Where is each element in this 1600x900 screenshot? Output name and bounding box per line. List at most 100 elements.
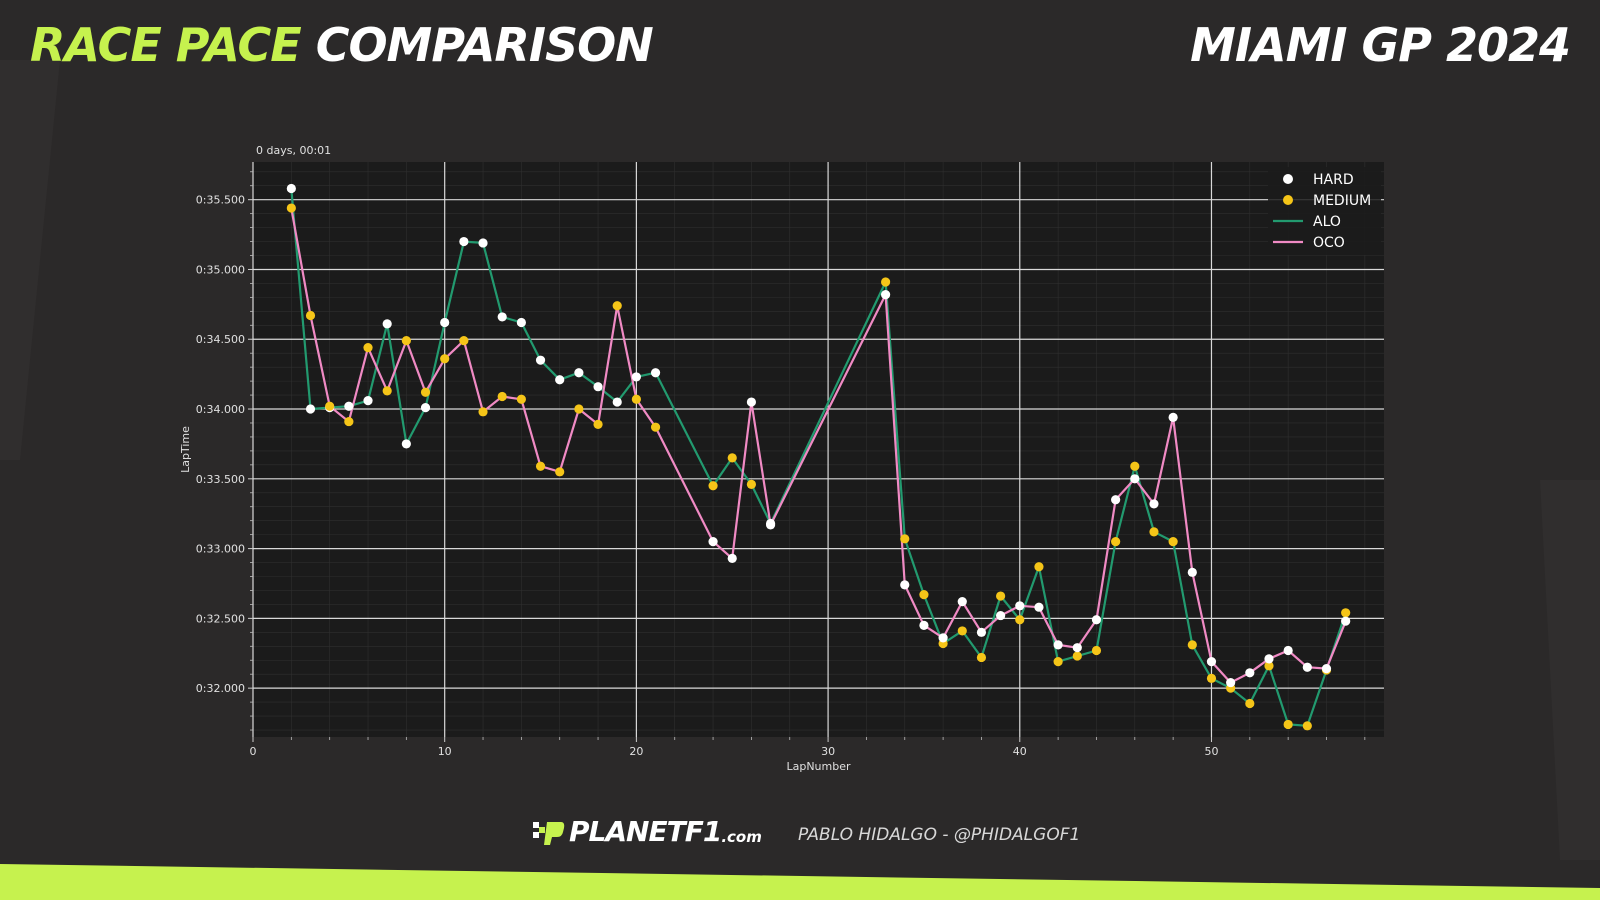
lap-point-oco: [727, 553, 737, 563]
lap-point-oco: [765, 520, 776, 530]
lap-point-oco: [957, 597, 967, 607]
page-title: RACE PACE COMPARISON: [30, 18, 654, 72]
lap-point-oco: [478, 407, 488, 417]
lap-point-oco: [1226, 677, 1236, 688]
logo-text: PLANETF1: [569, 815, 722, 848]
lap-point-oco: [976, 627, 987, 637]
lap-point-alo: [1168, 537, 1178, 547]
lap-point-oco: [555, 467, 565, 477]
y-tick-label: 0:34.000: [196, 403, 245, 416]
lap-point-alo: [1302, 721, 1312, 731]
lap-point-alo: [363, 396, 373, 406]
legend-label-alo: ALO: [1313, 214, 1341, 230]
lap-point-oco: [1130, 474, 1140, 484]
lap-point-alo: [1034, 562, 1044, 572]
x-tick-label: 0: [250, 745, 257, 758]
lap-point-oco: [344, 416, 354, 427]
lap-point-oco: [1053, 640, 1063, 650]
lap-point-alo: [1341, 608, 1351, 618]
x-tick-label: 40: [1013, 745, 1027, 758]
lap-point-alo: [900, 534, 910, 544]
y-tick-label: 0:32.000: [196, 682, 245, 695]
lap-point-oco: [880, 289, 891, 300]
lap-point-oco: [612, 301, 622, 311]
lap-point-oco: [325, 401, 335, 411]
accent-band: [0, 864, 1600, 900]
lap-point-alo: [919, 590, 929, 600]
lap-point-oco: [919, 620, 929, 630]
lap-point-oco: [650, 422, 661, 432]
lap-point-oco: [938, 633, 948, 643]
lap-point-alo: [382, 319, 392, 329]
lap-point-oco: [363, 343, 373, 353]
logo-domain: .com: [721, 828, 762, 846]
y-tick-label: 0:35.500: [196, 194, 245, 207]
lap-point-alo: [420, 403, 431, 413]
lap-point-oco: [1111, 495, 1121, 505]
lap-point-oco: [1245, 668, 1255, 678]
lap-point-alo: [497, 312, 507, 322]
lap-point-oco: [1302, 662, 1312, 672]
lap-point-alo: [516, 317, 526, 328]
plot-area: [253, 162, 1384, 737]
y-tick-label: 0:34.500: [196, 333, 245, 346]
legend-marker-medium: [1283, 195, 1293, 205]
planetf1-logo: PLANETF1 .com: [533, 818, 762, 846]
x-tick-label: 50: [1204, 745, 1218, 758]
lap-point-oco: [535, 461, 546, 471]
lap-point-alo: [1206, 673, 1217, 683]
title-rest: COMPARISON: [315, 18, 654, 72]
lap-point-alo: [440, 317, 450, 328]
lap-point-alo: [401, 439, 411, 449]
y-tick-label: 0:32.500: [196, 612, 245, 625]
lap-point-oco: [497, 391, 507, 402]
legend-label-hard: HARD: [1313, 172, 1354, 188]
lap-point-alo: [1264, 661, 1274, 671]
lap-point-oco: [1149, 499, 1159, 509]
x-tick-label: 20: [629, 745, 643, 758]
lap-point-alo: [478, 238, 488, 248]
lap-point-alo: [459, 236, 469, 247]
lap-point-oco: [1091, 615, 1102, 625]
lap-point-alo: [1053, 657, 1063, 667]
lap-point-alo: [1111, 537, 1121, 547]
lap-point-alo: [727, 453, 737, 463]
lap-point-oco: [401, 336, 411, 346]
lap-point-alo: [555, 375, 565, 385]
lap-point-alo: [1187, 640, 1197, 650]
lap-point-oco: [1015, 601, 1025, 611]
lap-point-alo: [631, 372, 641, 382]
legend-marker-hard: [1283, 174, 1293, 184]
lap-point-alo: [286, 183, 296, 194]
author-credit: PABLO HIDALGO - @PHIDALGOF1: [798, 825, 1081, 845]
lap-point-alo: [1283, 719, 1293, 730]
title-accent: RACE PACE: [30, 18, 302, 72]
planetf1-flag-icon: [533, 822, 565, 845]
lap-point-oco: [459, 336, 469, 346]
lap-point-alo: [1130, 461, 1140, 471]
lap-point-oco: [1168, 412, 1178, 423]
lap-point-alo: [305, 404, 316, 414]
lap-point-oco: [516, 394, 526, 404]
lap-point-alo: [612, 397, 622, 407]
lap-point-alo: [976, 652, 987, 663]
lap-point-alo: [880, 277, 891, 287]
y-tick-label: 0:33.500: [196, 473, 245, 486]
lap-point-alo: [996, 591, 1006, 601]
lap-point-oco: [420, 387, 431, 397]
y-tick-label: 0:33.000: [196, 543, 245, 556]
lap-point-alo: [1091, 645, 1102, 656]
lap-point-oco: [746, 397, 757, 407]
y-tick-label: 0:35.000: [196, 263, 245, 276]
lap-point-alo: [344, 401, 354, 411]
lap-point-alo: [593, 382, 603, 392]
lap-point-oco: [1034, 602, 1044, 612]
lap-point-oco: [708, 537, 718, 547]
lap-point-alo: [1015, 615, 1025, 625]
x-tick-label: 10: [438, 745, 452, 758]
lap-point-oco: [1321, 664, 1332, 674]
legend-label-medium: MEDIUM: [1313, 193, 1371, 209]
lap-point-oco: [1264, 654, 1274, 664]
legend-label-oco: OCO: [1313, 235, 1345, 251]
